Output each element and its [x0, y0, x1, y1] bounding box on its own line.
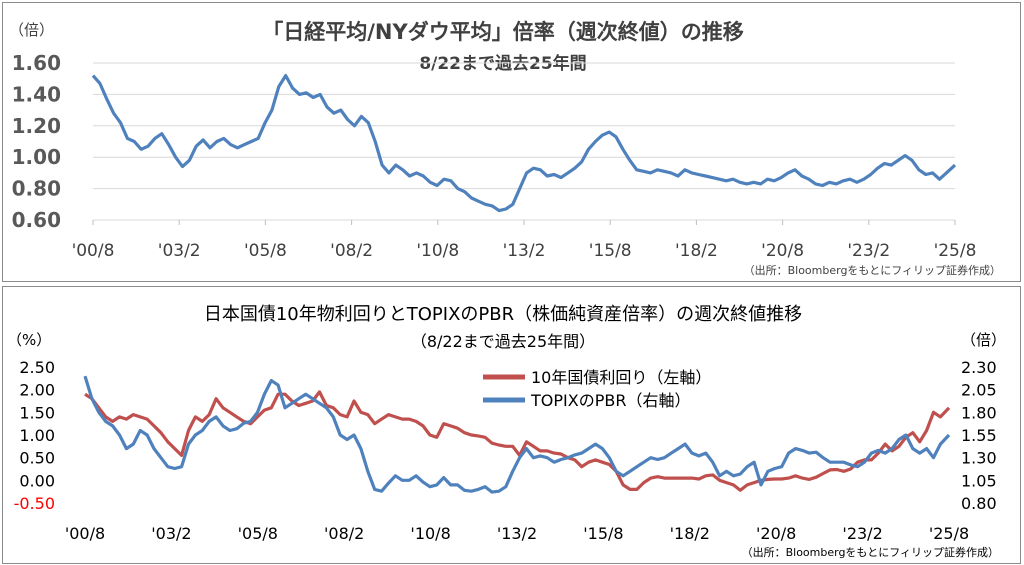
y-tick-label: 1.20 [12, 114, 61, 138]
series-line-pbr [83, 375, 951, 494]
left-tick-label: 1.00 [19, 426, 55, 445]
y-axis-ticks: 0.60 0.80 1.00 1.20 1.40 1.60 [12, 51, 61, 232]
x-tick-label: '10/8 [416, 241, 459, 261]
right-tick-label: 2.30 [961, 358, 997, 377]
x-tick-label: '00/8 [72, 241, 115, 261]
legend: 10年国債利回り（左軸） TOPIXのPBR（右軸） [483, 368, 711, 410]
y-tick-label: 1.40 [12, 82, 61, 106]
chart-panel-yield-pbr: 日本国債10年物利回りとTOPIXのPBR（株価純資産倍率）の週次終値推移 （8… [2, 286, 1021, 564]
chart-subtitle: （8/22まで過去25年間） [411, 332, 595, 351]
x-tick-label: '13/2 [503, 241, 546, 261]
ratio-chart: 「日経平均/NYダウ平均」倍率（週次終値）の推移 8/22まで過去25年間 （倍… [9, 20, 1001, 277]
x-tick-label: '10/8 [410, 524, 450, 543]
chart-title: 日本国債10年物利回りとTOPIXのPBR（株価純資産倍率）の週次終値推移 [204, 304, 802, 325]
x-tick-label: '03/2 [158, 241, 201, 261]
x-tick-label: '18/2 [670, 524, 710, 543]
right-tick-label: 0.80 [961, 494, 997, 513]
x-tick-label: '13/2 [497, 524, 537, 543]
left-tick-label: 0.50 [19, 449, 55, 468]
x-tick-label: '18/2 [675, 241, 718, 261]
y-tick-label: 0.80 [12, 177, 61, 201]
x-tick-label: '20/8 [761, 241, 804, 261]
y-tick-label: 0.60 [12, 208, 61, 232]
legend-label-pbr: TOPIXのPBR（右軸） [530, 391, 690, 410]
series-lines [91, 74, 957, 213]
x-tick-label: '15/8 [589, 241, 632, 261]
x-tick-label: '20/8 [756, 524, 796, 543]
right-tick-label: 1.55 [961, 426, 997, 445]
legend-label-yield: 10年国債利回り（左軸） [531, 368, 711, 387]
right-tick-label: 1.05 [961, 471, 997, 490]
left-tick-label: 1.50 [19, 403, 55, 422]
x-axis-ticks: '00/8 '03/2 '05/8 '08/2 '10/8 '13/2 '15/8 '18/2… [72, 220, 977, 261]
series-lines [83, 375, 951, 494]
source-note: （出所：Bloombergをもとにフィリップ証券作成） [742, 545, 999, 559]
left-axis-unit-label: （%） [7, 331, 51, 349]
yield-pbr-chart: 日本国債10年物利回りとTOPIXのPBR（株価純資産倍率）の週次終値推移 （8… [7, 304, 1006, 559]
x-tick-label: '00/8 [65, 524, 105, 543]
right-tick-label: 2.05 [961, 381, 997, 400]
x-tick-label: '25/8 [929, 524, 969, 543]
x-tick-label: '23/2 [847, 241, 890, 261]
y-tick-label: 1.00 [12, 145, 61, 169]
x-tick-label: '03/2 [151, 524, 191, 543]
right-axis-ticks: 0.80 1.05 1.30 1.55 1.80 2.05 2.30 [961, 358, 997, 513]
source-note: （出所：Bloombergをもとにフィリップ証券作成） [744, 263, 1001, 277]
x-axis-ticks: '00/8 '03/2 '05/8 '08/2 '10/8 '13/2 '15/8 '18/2… [65, 524, 969, 543]
x-tick-label: '25/8 [934, 241, 977, 261]
series-line-ratio [91, 74, 957, 213]
left-tick-label: -0.50 [14, 494, 55, 513]
left-tick-label: 2.50 [19, 358, 55, 377]
left-tick-label: 0.00 [19, 471, 55, 490]
x-tick-label: '23/2 [842, 524, 882, 543]
left-axis-ticks: -0.50 0.00 0.50 1.00 1.50 2.00 2.50 [14, 358, 55, 513]
x-tick-label: '08/2 [330, 241, 373, 261]
right-tick-label: 1.80 [961, 403, 997, 422]
x-tick-label: '15/8 [583, 524, 623, 543]
y-tick-label: 1.60 [12, 51, 61, 75]
x-tick-label: '05/8 [238, 524, 278, 543]
right-tick-label: 1.30 [961, 449, 997, 468]
right-axis-unit-label: （倍） [961, 331, 1006, 349]
left-tick-label: 2.00 [19, 381, 55, 400]
x-tick-label: '05/8 [244, 241, 287, 261]
series-line-yield [84, 390, 951, 492]
chart-panel-ratio: 「日経平均/NYダウ平均」倍率（週次終値）の推移 8/22まで過去25年間 （倍… [2, 2, 1021, 282]
chart-title: 「日経平均/NYダウ平均」倍率（週次終値）の推移 [262, 20, 743, 44]
y-axis-unit-label: （倍） [9, 21, 54, 39]
x-tick-label: '08/2 [324, 524, 364, 543]
grid-lines [93, 62, 955, 221]
